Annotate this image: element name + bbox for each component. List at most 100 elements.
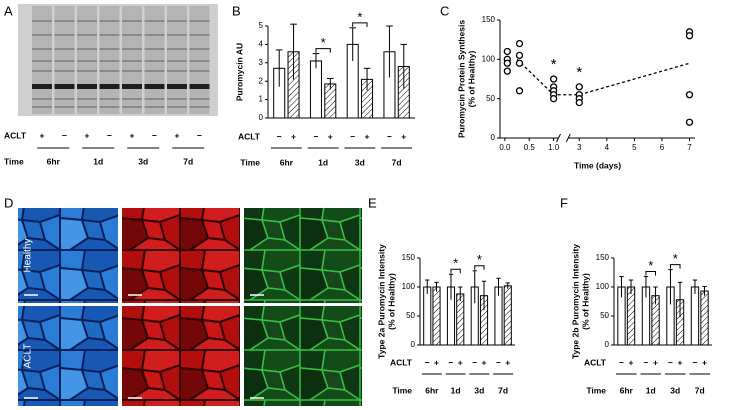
y-tick-label: 50	[600, 311, 609, 320]
trend-line	[516, 58, 690, 96]
blot-band	[99, 48, 120, 50]
x-tick-label: 7	[687, 143, 692, 152]
micrograph-cells	[244, 208, 362, 303]
blot-band	[99, 98, 120, 100]
y-tick-label: 50	[486, 94, 495, 103]
blot-band	[167, 34, 187, 36]
data-point	[575, 83, 583, 91]
data-point	[503, 47, 511, 56]
aclt-sign: +	[401, 131, 406, 141]
row-label: Time	[4, 156, 24, 166]
data-point	[515, 87, 524, 95]
panel-letter: C	[440, 3, 449, 18]
blot-band	[54, 60, 75, 62]
aclt-sign: +	[458, 357, 463, 367]
y-tick-label: 150	[402, 253, 416, 262]
aclt-sign: −	[350, 131, 355, 141]
y-axis-label: Puromycin AU	[234, 43, 244, 101]
blot-band	[99, 20, 120, 22]
aclt-sign: +	[629, 357, 634, 367]
blot-band	[144, 98, 165, 100]
blot-band	[189, 48, 210, 50]
micrograph-cells	[18, 208, 118, 303]
micrograph-cells	[122, 306, 240, 406]
blot-band	[99, 34, 120, 36]
aclt-sign: +	[85, 130, 90, 140]
y-axis-label: (% of Healthy)	[466, 50, 476, 107]
blot-band	[77, 84, 97, 89]
y-tick-label: 150	[482, 15, 496, 24]
panel-letter: B	[232, 3, 241, 18]
time-label: 7d	[695, 385, 705, 395]
bar	[626, 286, 636, 346]
data-point	[515, 59, 524, 67]
y-axis-label: (% of Healthy)	[580, 273, 590, 330]
aclt-sign: +	[653, 357, 658, 367]
blot-band	[144, 34, 165, 36]
time-label: 1d	[318, 157, 328, 167]
significance-bracket	[669, 264, 681, 269]
aclt-sign: −	[277, 131, 282, 141]
blot-band	[122, 84, 142, 89]
blot-band	[77, 60, 97, 62]
time-label: 6hr	[280, 157, 294, 167]
blot-band	[167, 98, 187, 100]
aclt-sign: −	[62, 130, 67, 140]
micrograph-cells	[18, 306, 118, 406]
blot-band	[167, 60, 187, 62]
significance-bracket	[474, 265, 485, 270]
aclt-sign: −	[668, 357, 673, 367]
y-tick-label: 5	[259, 21, 264, 30]
data-point	[685, 91, 694, 99]
significance-star: *	[648, 258, 653, 273]
y-axis-label: Type 2a Puromycin Intensity	[376, 244, 386, 359]
aclt-sign: +	[365, 131, 370, 141]
aclt-sign: +	[175, 130, 180, 140]
aclt-sign: −	[449, 357, 454, 367]
significance-bracket	[352, 22, 368, 27]
blot-band	[189, 60, 210, 62]
bar	[503, 285, 512, 346]
blot-band	[144, 20, 165, 22]
blot-band	[99, 106, 120, 108]
blot-band	[32, 34, 52, 36]
aclt-sign: −	[197, 130, 202, 140]
bar	[456, 293, 465, 346]
time-label: 3d	[355, 157, 365, 167]
blot-band	[77, 20, 97, 22]
blot-band	[32, 106, 52, 108]
time-label: 7d	[392, 157, 402, 167]
aclt-sign: +	[291, 131, 296, 141]
data-point	[503, 59, 511, 67]
y-tick-label: 0	[259, 113, 264, 122]
time-label: 6hr	[620, 385, 634, 395]
y-tick-label: 150	[596, 253, 610, 262]
aclt-sign: −	[472, 357, 477, 367]
blot-band	[189, 20, 210, 22]
blot-band	[54, 20, 75, 22]
blot-band	[167, 84, 187, 89]
bar	[690, 286, 700, 346]
row-label: Time	[586, 385, 606, 395]
blot-band	[32, 20, 52, 22]
blot-band	[77, 48, 97, 50]
blot-band	[144, 70, 165, 72]
y-axis-label: Type 2b Puromycin Intensity	[570, 244, 580, 359]
aclt-sign: +	[482, 357, 487, 367]
blot-band	[144, 60, 165, 62]
y-axis-label: (% of Healthy)	[386, 273, 396, 330]
blot-band	[54, 48, 75, 50]
aclt-sign: +	[702, 357, 707, 367]
row-label: ACLT	[584, 357, 607, 367]
blot-band	[32, 70, 52, 72]
micrograph-cells	[244, 306, 362, 406]
data-point	[575, 98, 583, 107]
blot-band	[32, 98, 52, 100]
data-point	[549, 75, 558, 83]
micrograph-cells	[122, 208, 240, 303]
time-label: 1d	[646, 385, 656, 395]
blot-band	[32, 48, 52, 50]
data-point	[515, 51, 524, 60]
aclt-sign: −	[107, 130, 112, 140]
